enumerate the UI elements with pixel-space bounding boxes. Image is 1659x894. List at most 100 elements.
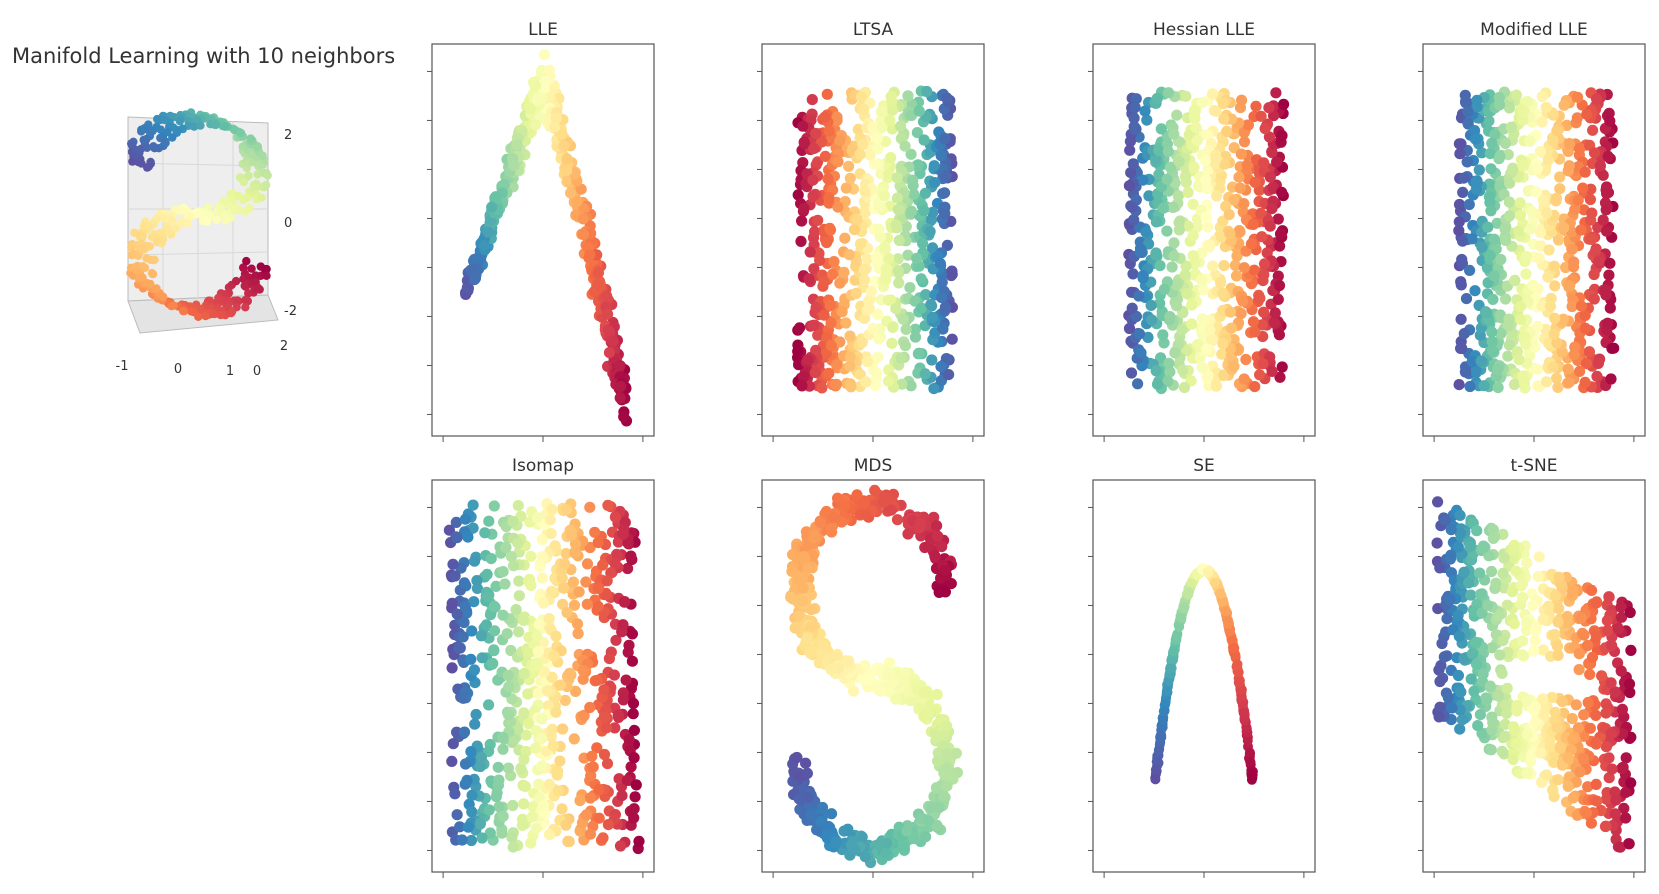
scatter-point bbox=[561, 165, 573, 177]
scatter-point bbox=[577, 213, 589, 225]
scatter-point bbox=[525, 550, 537, 562]
panel-frame bbox=[1092, 479, 1316, 873]
scatter-point bbox=[936, 291, 948, 304]
scatter-point bbox=[1547, 361, 1559, 373]
s-curve-point bbox=[148, 269, 158, 279]
scatter-point bbox=[1566, 243, 1578, 255]
scatter-point bbox=[529, 119, 542, 131]
scatter-point bbox=[880, 847, 892, 859]
scatter-point bbox=[1139, 105, 1151, 117]
scatter-point bbox=[1605, 373, 1617, 385]
scatter-point bbox=[1266, 203, 1278, 215]
scatter-point bbox=[1141, 114, 1153, 126]
scatter-point bbox=[1541, 207, 1553, 219]
scatter-point bbox=[584, 541, 596, 554]
s-curve-point bbox=[161, 138, 170, 148]
scatter-point bbox=[1475, 355, 1487, 367]
s-curve-point bbox=[177, 206, 187, 215]
scatter-point bbox=[1257, 358, 1269, 370]
scatter-point bbox=[1130, 310, 1142, 323]
scatter-point bbox=[1569, 341, 1581, 353]
scatter-point bbox=[575, 183, 587, 195]
scatter-point bbox=[1491, 217, 1503, 229]
scatter-point bbox=[1489, 129, 1501, 141]
scatter-point bbox=[1186, 299, 1198, 311]
scatter-point bbox=[481, 568, 493, 581]
scatter-point bbox=[816, 136, 828, 148]
scatter-point bbox=[1269, 307, 1281, 319]
scatter-point bbox=[1549, 280, 1561, 292]
scatter-point bbox=[797, 582, 809, 594]
s-curve-point bbox=[226, 309, 236, 318]
s-curve-point bbox=[169, 301, 178, 310]
scatter-point bbox=[1159, 706, 1170, 717]
scatter-point bbox=[1492, 363, 1504, 375]
scatter-point bbox=[602, 324, 614, 336]
scatter-point bbox=[1249, 326, 1261, 338]
scatter-point bbox=[490, 791, 502, 803]
scatter-point bbox=[506, 832, 518, 844]
scatter-point bbox=[879, 190, 891, 202]
scatter-point bbox=[523, 718, 535, 730]
scatter-point bbox=[811, 824, 823, 836]
scatter-point bbox=[856, 831, 868, 843]
scatter-point bbox=[530, 725, 542, 737]
s-curve-point bbox=[236, 128, 246, 138]
panel-title: t-SNE bbox=[1510, 456, 1557, 476]
panel-3: Hessian LLE bbox=[1088, 20, 1316, 442]
scatter-point bbox=[1541, 376, 1553, 388]
scatter-point bbox=[864, 149, 876, 161]
scatter-point bbox=[1620, 752, 1632, 764]
scatter-point bbox=[1258, 306, 1270, 318]
panel-title: SE bbox=[1193, 456, 1215, 476]
scatter-point bbox=[1164, 311, 1176, 323]
scatter-point bbox=[840, 317, 852, 329]
scatter-point bbox=[1579, 166, 1591, 178]
scatter-point bbox=[1532, 283, 1544, 295]
scatter-point bbox=[546, 585, 558, 597]
scatter-point bbox=[1514, 209, 1526, 222]
scatter-point bbox=[938, 790, 950, 803]
scatter-point bbox=[1127, 158, 1139, 170]
scatter-point bbox=[940, 170, 952, 182]
s-curve-point bbox=[253, 142, 262, 151]
scatter-point bbox=[820, 347, 832, 360]
scatter-point bbox=[1499, 293, 1512, 305]
scatter-point bbox=[797, 595, 809, 607]
scatter-point bbox=[621, 774, 634, 786]
scatter-point bbox=[546, 504, 558, 516]
scatter-point bbox=[867, 323, 879, 335]
scatter-point bbox=[465, 653, 477, 665]
scatter-point bbox=[1155, 352, 1167, 364]
scatter-point bbox=[1202, 129, 1214, 141]
scatter-point bbox=[945, 215, 957, 227]
scatter-point bbox=[899, 140, 911, 152]
scatter-point bbox=[881, 668, 893, 681]
scatter-point bbox=[574, 795, 586, 807]
scatter-point bbox=[1506, 164, 1519, 176]
scatter-point bbox=[1240, 353, 1252, 366]
scatter-point bbox=[529, 742, 542, 754]
scatter-point bbox=[1183, 129, 1195, 141]
scatter-point bbox=[1247, 218, 1259, 230]
s-curve-point bbox=[239, 178, 248, 187]
scatter-point bbox=[466, 625, 478, 637]
scatter-point bbox=[536, 713, 548, 725]
scatter-point bbox=[1200, 211, 1212, 223]
scatter-point bbox=[858, 497, 870, 509]
scatter-point bbox=[863, 302, 875, 314]
figure-title: Manifold Learning with 10 neighbors bbox=[12, 44, 396, 68]
scatter-point bbox=[886, 96, 898, 108]
scatter-point bbox=[810, 127, 822, 140]
scatter-point bbox=[1187, 198, 1199, 210]
scatter-point bbox=[591, 742, 603, 754]
scatter-point bbox=[1528, 645, 1540, 657]
s-curve-point bbox=[196, 121, 205, 130]
s-curve-point bbox=[156, 125, 165, 134]
scatter-point bbox=[482, 591, 494, 603]
scatter-point bbox=[904, 282, 916, 294]
scatter-point bbox=[627, 708, 639, 720]
scatter-point bbox=[466, 789, 478, 801]
scatter-point bbox=[1218, 113, 1230, 125]
scatter-point bbox=[1557, 313, 1569, 325]
